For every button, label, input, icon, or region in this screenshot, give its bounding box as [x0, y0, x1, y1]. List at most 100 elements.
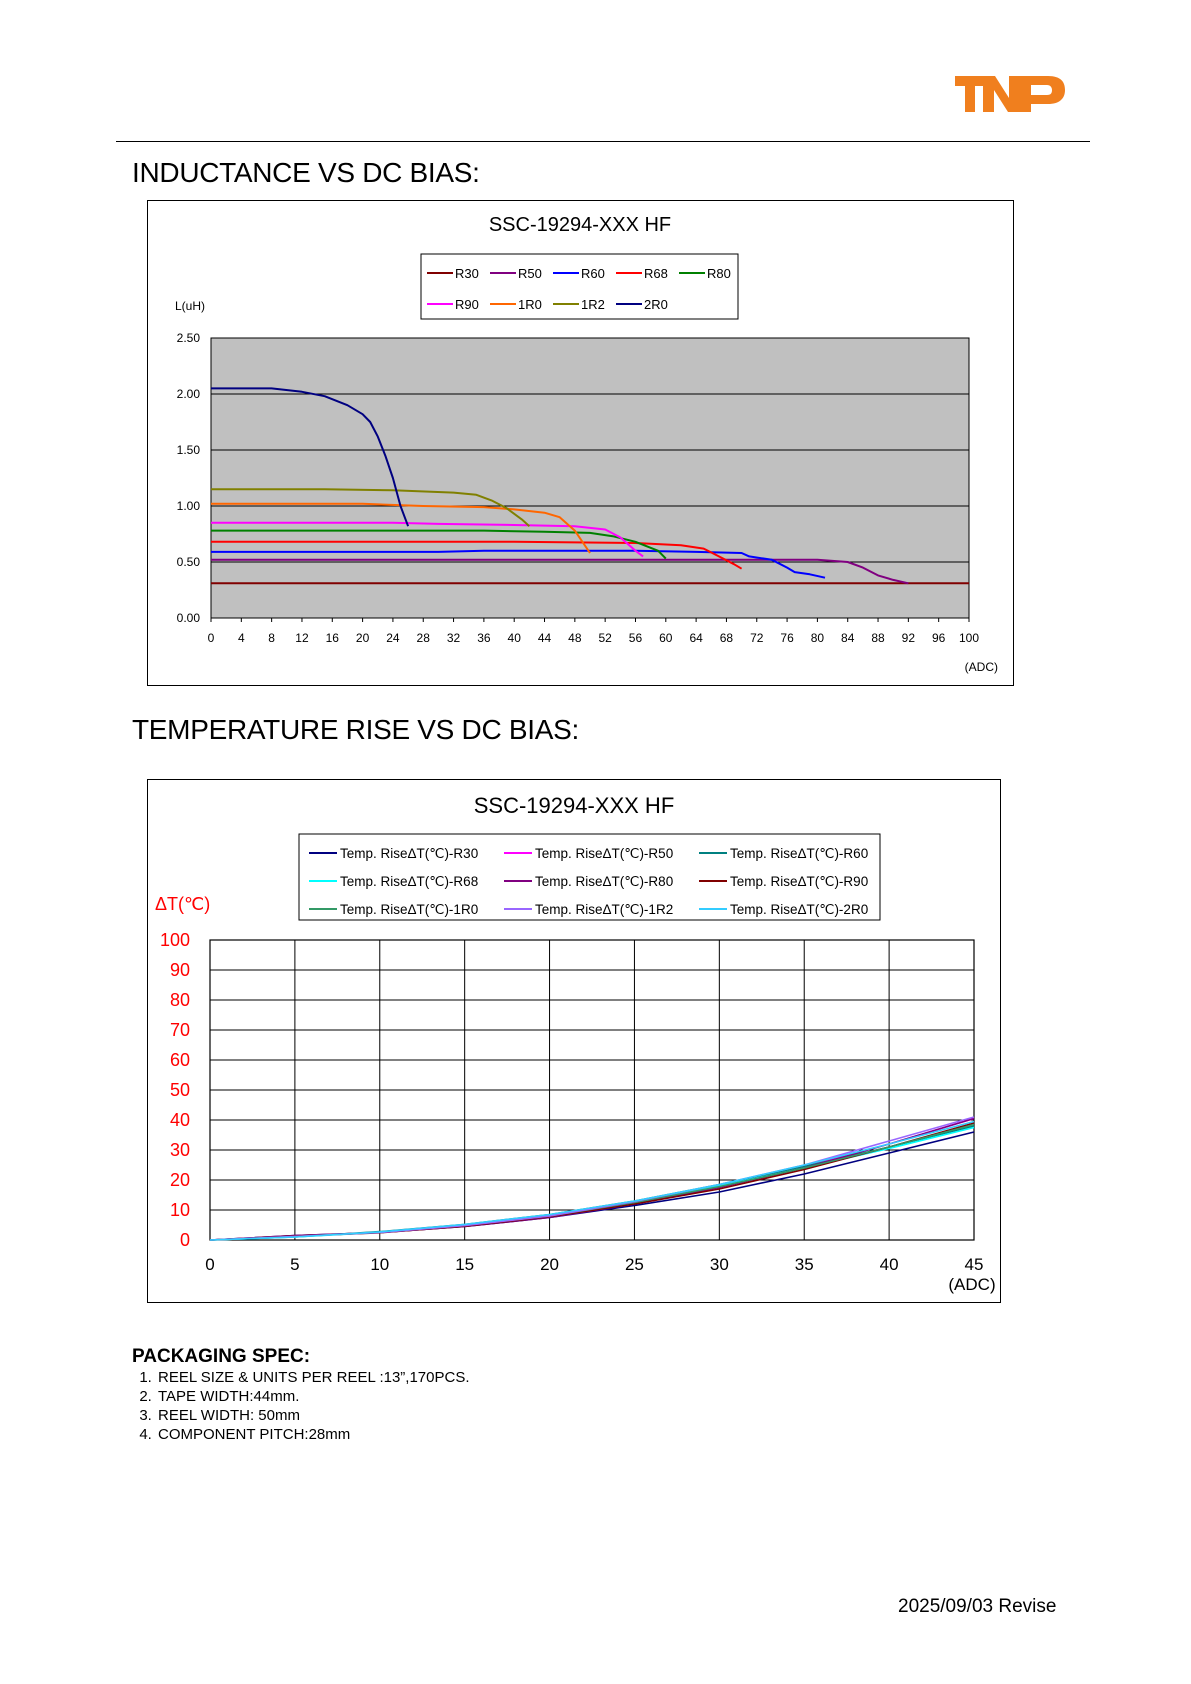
x-tick-label: 88 — [871, 631, 885, 645]
x-tick-label: 44 — [538, 631, 552, 645]
legend-label: Temp. RiseΔT(℃)-R30 — [340, 846, 478, 861]
y-tick-label: 90 — [170, 960, 190, 980]
x-tick-label: 15 — [455, 1255, 474, 1274]
temperature-chart-svg: SSC-19294-XXX HF Temp. RiseΔT(℃)-R30 Temp.… — [155, 793, 996, 1294]
y-tick-label: 0.00 — [177, 611, 201, 625]
x-tick-label: 48 — [568, 631, 582, 645]
x-tick-label: 52 — [598, 631, 612, 645]
series-line-R68 — [211, 540, 743, 570]
chart-title: SSC-19294-XXX HF — [474, 793, 675, 818]
x-tick-label: 25 — [625, 1255, 644, 1274]
legend-label: Temp. RiseΔT(℃)-R90 — [730, 874, 868, 889]
x-tick-label: 64 — [689, 631, 703, 645]
y-tick-label: 20 — [170, 1170, 190, 1190]
series-line-2R0 — [211, 387, 410, 527]
series-line-1R2 — [211, 488, 531, 527]
x-tick-label: 84 — [841, 631, 855, 645]
legend-label: Temp. RiseΔT(℃)-1R2 — [535, 902, 673, 917]
y-tick-label: 2.50 — [177, 331, 201, 345]
x-tick-label: 68 — [720, 631, 734, 645]
x-tick-label: 30 — [710, 1255, 729, 1274]
legend-label: Temp. RiseΔT(℃)-R60 — [730, 846, 868, 861]
x-tick-label: 16 — [326, 631, 340, 645]
y-tick-label: 0.50 — [177, 555, 201, 569]
y-axis-label: ΔT(℃) — [155, 894, 210, 914]
x-tick-label: 20 — [540, 1255, 559, 1274]
x-tick-label: 10 — [370, 1255, 389, 1274]
y-tick-label: 40 — [170, 1110, 190, 1130]
x-tick-label: 0 — [208, 631, 215, 645]
x-tick-label: 20 — [356, 631, 370, 645]
y-tick-label: 80 — [170, 990, 190, 1010]
x-tick-label: 4 — [238, 631, 245, 645]
inductance-chart-svg: SSC-19294-XXX HF R30 R50 R60 R68 R80 R90 1R0 1R2… — [175, 214, 998, 674]
legend-label: Temp. RiseΔT(℃)-R50 — [535, 846, 673, 861]
company-logo — [953, 72, 1068, 116]
tnp-logo-icon — [955, 76, 1065, 112]
inductance-chart: SSC-19294-XXX HF R30 R50 R60 R68 R80 R90 1R0 1R2… — [147, 200, 1014, 686]
revision-date: 2025/09/03 Revise — [898, 1596, 1057, 1617]
legend-label: R30 — [455, 266, 479, 281]
series-line-R60 — [211, 549, 826, 579]
legend-label: R80 — [707, 266, 731, 281]
chart-title: SSC-19294-XXX HF — [489, 214, 671, 236]
chart-legend — [298, 833, 881, 921]
x-tick-label: 72 — [750, 631, 764, 645]
x-tick-label: 28 — [417, 631, 431, 645]
x-axis-label: (ADC) — [965, 660, 998, 674]
x-tick-label: 8 — [268, 631, 275, 645]
y-tick-label: 60 — [170, 1050, 190, 1070]
packaging-heading: PACKAGING SPEC: — [132, 1346, 311, 1367]
x-tick-label: 56 — [629, 631, 643, 645]
plot-area — [210, 337, 970, 619]
y-tick-label: 50 — [170, 1080, 190, 1100]
legend-label: Temp. RiseΔT(℃)-R68 — [340, 874, 478, 889]
series-line-R80 — [211, 529, 667, 560]
header-divider — [116, 141, 1090, 142]
series-line-R50 — [211, 558, 909, 585]
x-tick-label: 35 — [795, 1255, 814, 1274]
temperature-section-title: TEMPERATURE RISE VS DC BIAS: — [132, 714, 579, 745]
y-tick-label: 1.00 — [177, 499, 201, 513]
x-tick-label: 32 — [447, 631, 461, 645]
y-tick-label: 30 — [170, 1140, 190, 1160]
packaging-spec: PACKAGING SPEC: REEL SIZE & UNITS PER RE… — [132, 1346, 470, 1444]
y-tick-label: 2.00 — [177, 387, 201, 401]
x-tick-label: 24 — [386, 631, 400, 645]
y-tick-label: 10 — [170, 1200, 190, 1220]
inductance-section-title: INDUCTANCE VS DC BIAS: — [132, 157, 480, 188]
series-line-Temp. RiseΔT(℃)-2R0 — [209, 1120, 975, 1241]
x-tick-label: 100 — [959, 631, 979, 645]
y-tick-label: 1.50 — [177, 443, 201, 457]
legend-label: 1R2 — [581, 297, 605, 312]
x-tick-label: 40 — [508, 631, 522, 645]
x-tick-label: 36 — [477, 631, 491, 645]
legend-label: Temp. RiseΔT(℃)-2R0 — [730, 902, 868, 917]
legend-label: R50 — [518, 266, 542, 281]
x-tick-label: 60 — [659, 631, 673, 645]
y-axis-label: L(uH) — [175, 299, 205, 313]
legend-label: Temp. RiseΔT(℃)-R80 — [535, 874, 673, 889]
packaging-item: TAPE WIDTH:44mm. — [156, 1387, 470, 1406]
y-tick-label: 70 — [170, 1020, 190, 1040]
x-tick-label: 12 — [295, 631, 309, 645]
x-tick-label: 92 — [902, 631, 916, 645]
chart-legend — [420, 253, 739, 320]
legend-label: 1R0 — [518, 297, 542, 312]
x-tick-label: 5 — [290, 1255, 299, 1274]
x-axis-label: (ADC) — [948, 1275, 995, 1294]
x-tick-label: 96 — [932, 631, 946, 645]
packaging-item: REEL WIDTH: 50mm — [156, 1406, 470, 1425]
x-tick-label: 40 — [880, 1255, 899, 1274]
legend-label: R68 — [644, 266, 668, 281]
legend-label: R60 — [581, 266, 605, 281]
x-tick-label: 76 — [780, 631, 794, 645]
temperature-chart: SSC-19294-XXX HF Temp. RiseΔT(℃)-R30 Temp.… — [147, 779, 1001, 1303]
legend-label: Temp. RiseΔT(℃)-1R0 — [340, 902, 478, 917]
packaging-item: COMPONENT PITCH:28mm — [156, 1425, 470, 1444]
series-line-1R0 — [211, 502, 591, 554]
legend-label: 2R0 — [644, 297, 668, 312]
packaging-item: REEL SIZE & UNITS PER REEL :13”,170PCS. — [156, 1368, 470, 1387]
x-tick-label: 80 — [811, 631, 825, 645]
y-tick-label: 0 — [180, 1230, 190, 1250]
